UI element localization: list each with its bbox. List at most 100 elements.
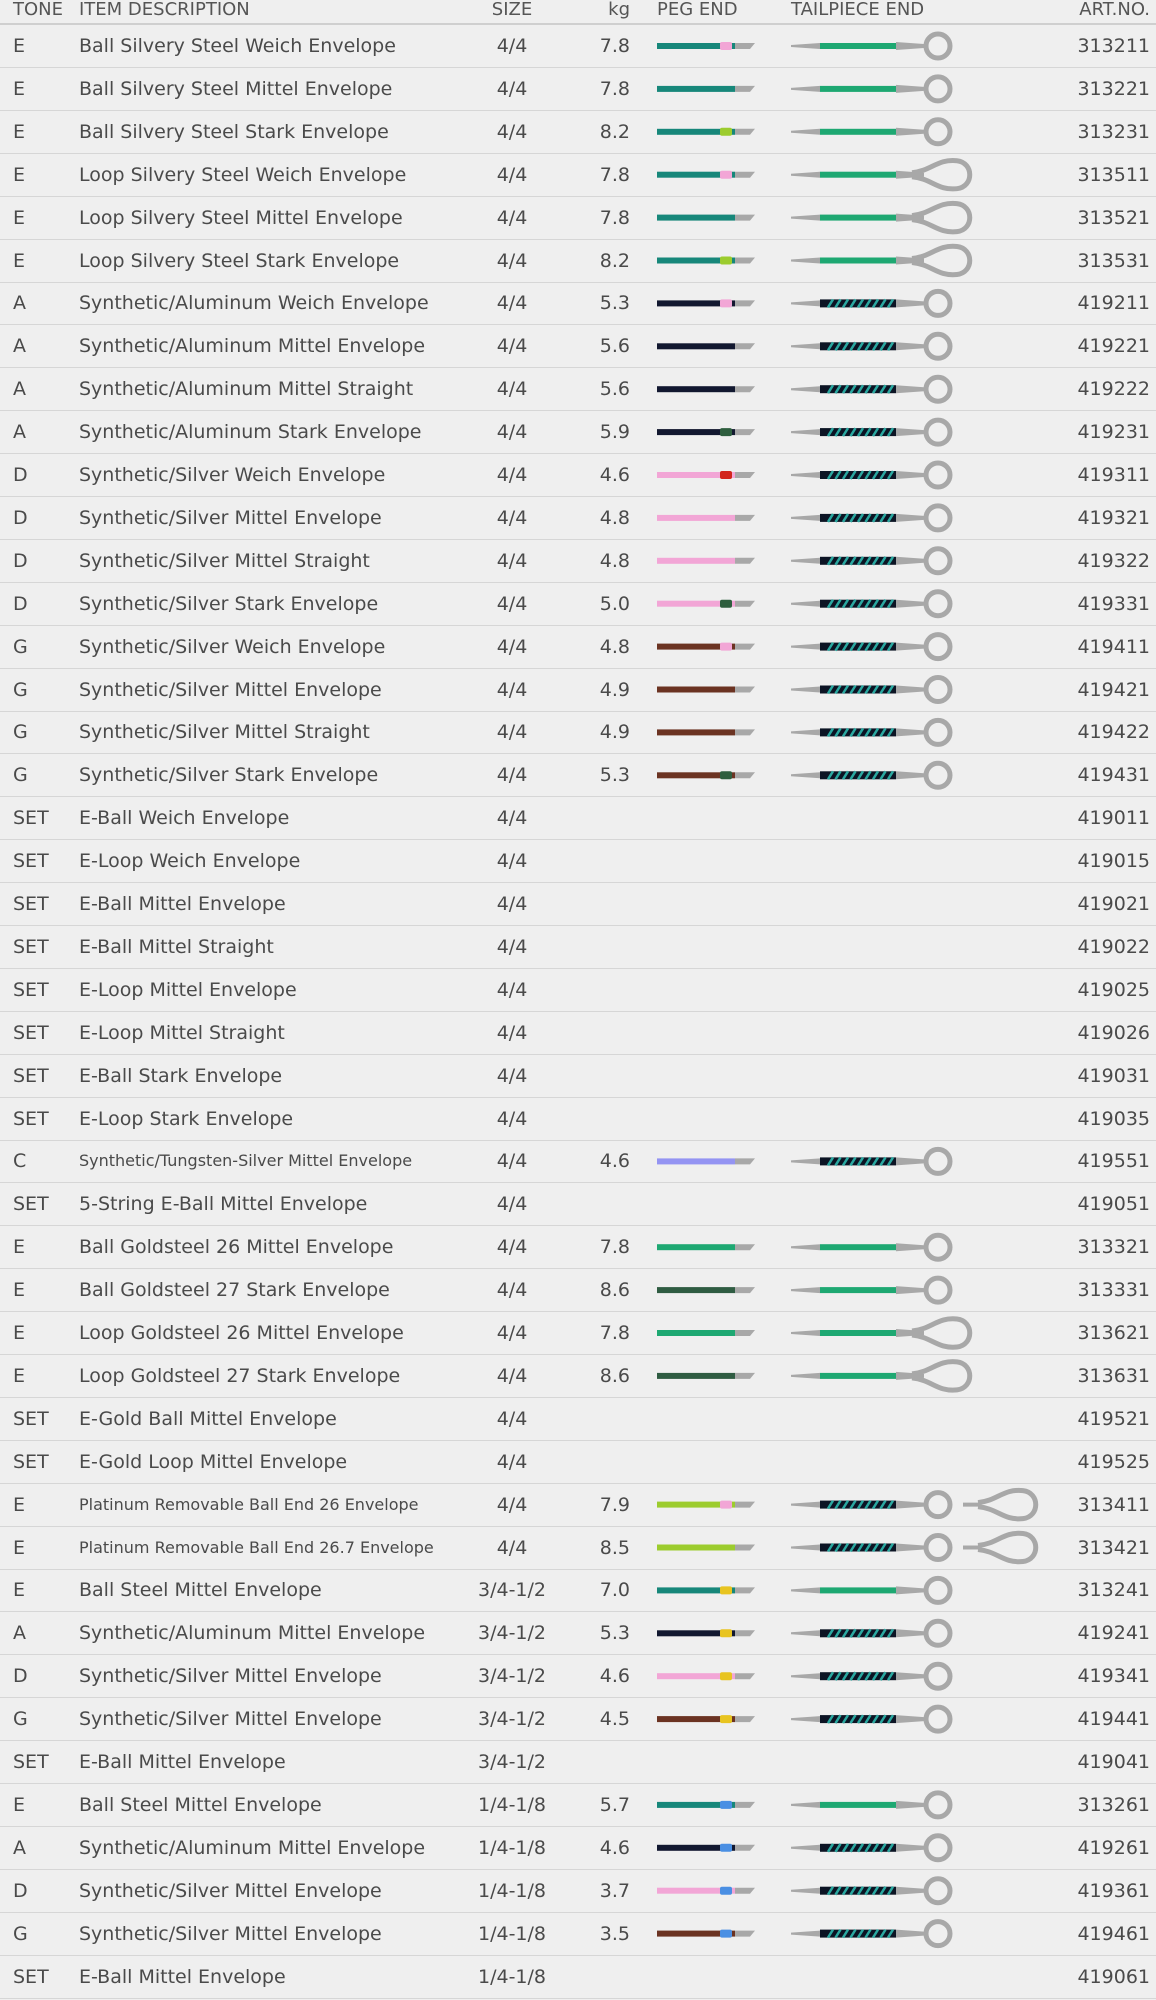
size-cell: 1/4-1/8 xyxy=(477,1965,546,1988)
tail-wind xyxy=(864,470,872,480)
tail-wind xyxy=(826,727,835,738)
size-cell: 1/4-1/8 xyxy=(477,1793,546,1816)
tone-cell: E xyxy=(13,1236,26,1259)
peg-body xyxy=(657,729,735,736)
tail-wind xyxy=(886,1843,895,1853)
tail-wrap xyxy=(820,642,896,651)
tail-wind xyxy=(886,556,895,566)
item-cell: Synthetic/Silver Stark Envelope xyxy=(79,764,379,787)
peg-tip xyxy=(720,1843,732,1852)
peg-body xyxy=(657,43,735,49)
peg-taper xyxy=(735,300,755,307)
tail-lead xyxy=(791,557,820,564)
tail-wrap xyxy=(820,1801,896,1808)
header-cell: ART.NO. xyxy=(1079,0,1150,20)
peg-body xyxy=(657,1930,735,1937)
tail-wind xyxy=(826,641,835,652)
tail-wrap xyxy=(820,1886,896,1895)
item-cell: Synthetic/Silver Mittel Envelope xyxy=(79,1879,382,1902)
tail-wind xyxy=(841,727,850,738)
tail-wind xyxy=(826,1928,835,1939)
table-row: E Platinum Removable Ball End 26 Envelope… xyxy=(0,1484,1156,1527)
tail-taper xyxy=(896,728,924,737)
tone-cell: D xyxy=(13,592,28,615)
art-cell: 419551 xyxy=(1077,1150,1150,1173)
tail-wind xyxy=(886,1542,895,1553)
ball-end xyxy=(923,589,953,619)
tail-wind xyxy=(826,298,835,309)
tail-wind xyxy=(864,341,872,351)
table-row: SET E-Gold Loop Mittel Envelope 4/4 419525 xyxy=(0,1441,1156,1484)
art-cell: 313521 xyxy=(1077,206,1150,229)
peg-body xyxy=(657,128,735,135)
tail-wind xyxy=(849,1714,857,1724)
tail-wind xyxy=(826,1886,835,1896)
item-cell: E-Ball Mittel Straight xyxy=(79,935,274,958)
tail-wind xyxy=(871,513,880,523)
peg-taper xyxy=(735,686,755,693)
kg-cell: 5.6 xyxy=(599,378,630,401)
tone-cell: A xyxy=(13,1622,26,1645)
tone-cell: D xyxy=(13,464,28,486)
tail-wrap xyxy=(820,385,896,394)
table-row: E Loop Silvery Steel Mittel Envelope 4/4 7.… xyxy=(0,197,1156,240)
tail-taper xyxy=(896,1672,924,1681)
tail-wind xyxy=(864,556,872,566)
tail-lead xyxy=(791,1158,820,1165)
table-row: A Synthetic/Aluminum Mittel Envelope 4/4 5.… xyxy=(0,325,1156,369)
kg-cell: 5.0 xyxy=(599,592,630,615)
kg-cell: 7.8 xyxy=(599,163,630,186)
tail-wind xyxy=(856,641,865,652)
size-cell: 4/4 xyxy=(496,978,528,1001)
tail-wind xyxy=(886,1156,895,1167)
tail-wrap xyxy=(820,1157,896,1166)
art-cell: 313321 xyxy=(1077,1236,1150,1259)
kg-cell: 8.2 xyxy=(599,120,630,143)
tail-taper xyxy=(896,1715,924,1724)
tail-wind xyxy=(841,1886,850,1896)
tail-wind xyxy=(886,470,895,480)
item-cell: Ball Steel Mittel Envelope xyxy=(79,1579,322,1602)
tail-lead xyxy=(791,1716,820,1723)
tail-lead xyxy=(791,514,820,521)
tone-cell: E xyxy=(13,1322,26,1344)
ball-end xyxy=(923,288,953,318)
tail-wind xyxy=(826,1499,835,1510)
peg-body xyxy=(657,1887,735,1894)
tail-wind xyxy=(826,1542,835,1553)
ball-end xyxy=(923,74,953,104)
item-cell: Synthetic/Silver Mittel Envelope xyxy=(79,1708,382,1731)
tone-cell: SET xyxy=(13,1107,49,1130)
tail-wrap xyxy=(820,428,896,437)
kg-cell: 5.7 xyxy=(599,1793,630,1816)
art-cell: 419411 xyxy=(1077,635,1150,658)
peg-tip xyxy=(720,127,732,136)
tail-wrap xyxy=(820,171,896,178)
tail-wind xyxy=(841,513,850,523)
peg-body xyxy=(657,686,735,693)
size-cell: 4/4 xyxy=(496,1107,528,1130)
art-cell: 419025 xyxy=(1077,978,1150,1001)
size-cell: 4/4 xyxy=(496,249,528,272)
item-cell: Loop Goldsteel 27 Stark Envelope xyxy=(79,1364,401,1387)
tail-lead xyxy=(791,171,820,178)
tone-cell: E xyxy=(13,1364,26,1387)
header-cell: kg xyxy=(608,0,630,20)
peg-taper xyxy=(735,1244,755,1251)
table-row: G Synthetic/Silver Mittel Envelope 4/4 4.9 4… xyxy=(0,669,1156,712)
tone-cell: E xyxy=(13,1793,26,1816)
tail-taper xyxy=(896,1157,924,1166)
loop-end xyxy=(911,1359,973,1393)
tail-wind xyxy=(841,1714,850,1724)
size-cell: 3/4-1/2 xyxy=(477,1751,546,1773)
table-row: SET E-Ball Mittel Straight 4/4 419022 xyxy=(0,926,1156,969)
art-cell: 313511 xyxy=(1077,163,1150,186)
peg-taper xyxy=(735,1801,755,1808)
size-cell: 4/4 xyxy=(496,1407,528,1430)
tail-wind xyxy=(826,684,835,695)
table-row: E Ball Silvery Steel Mittel Envelope 4/4 7.… xyxy=(0,68,1156,111)
kg-cell: 4.9 xyxy=(599,678,630,701)
tail-wind xyxy=(886,1714,895,1724)
ball-end xyxy=(923,1575,953,1605)
peg-body xyxy=(657,1330,735,1336)
